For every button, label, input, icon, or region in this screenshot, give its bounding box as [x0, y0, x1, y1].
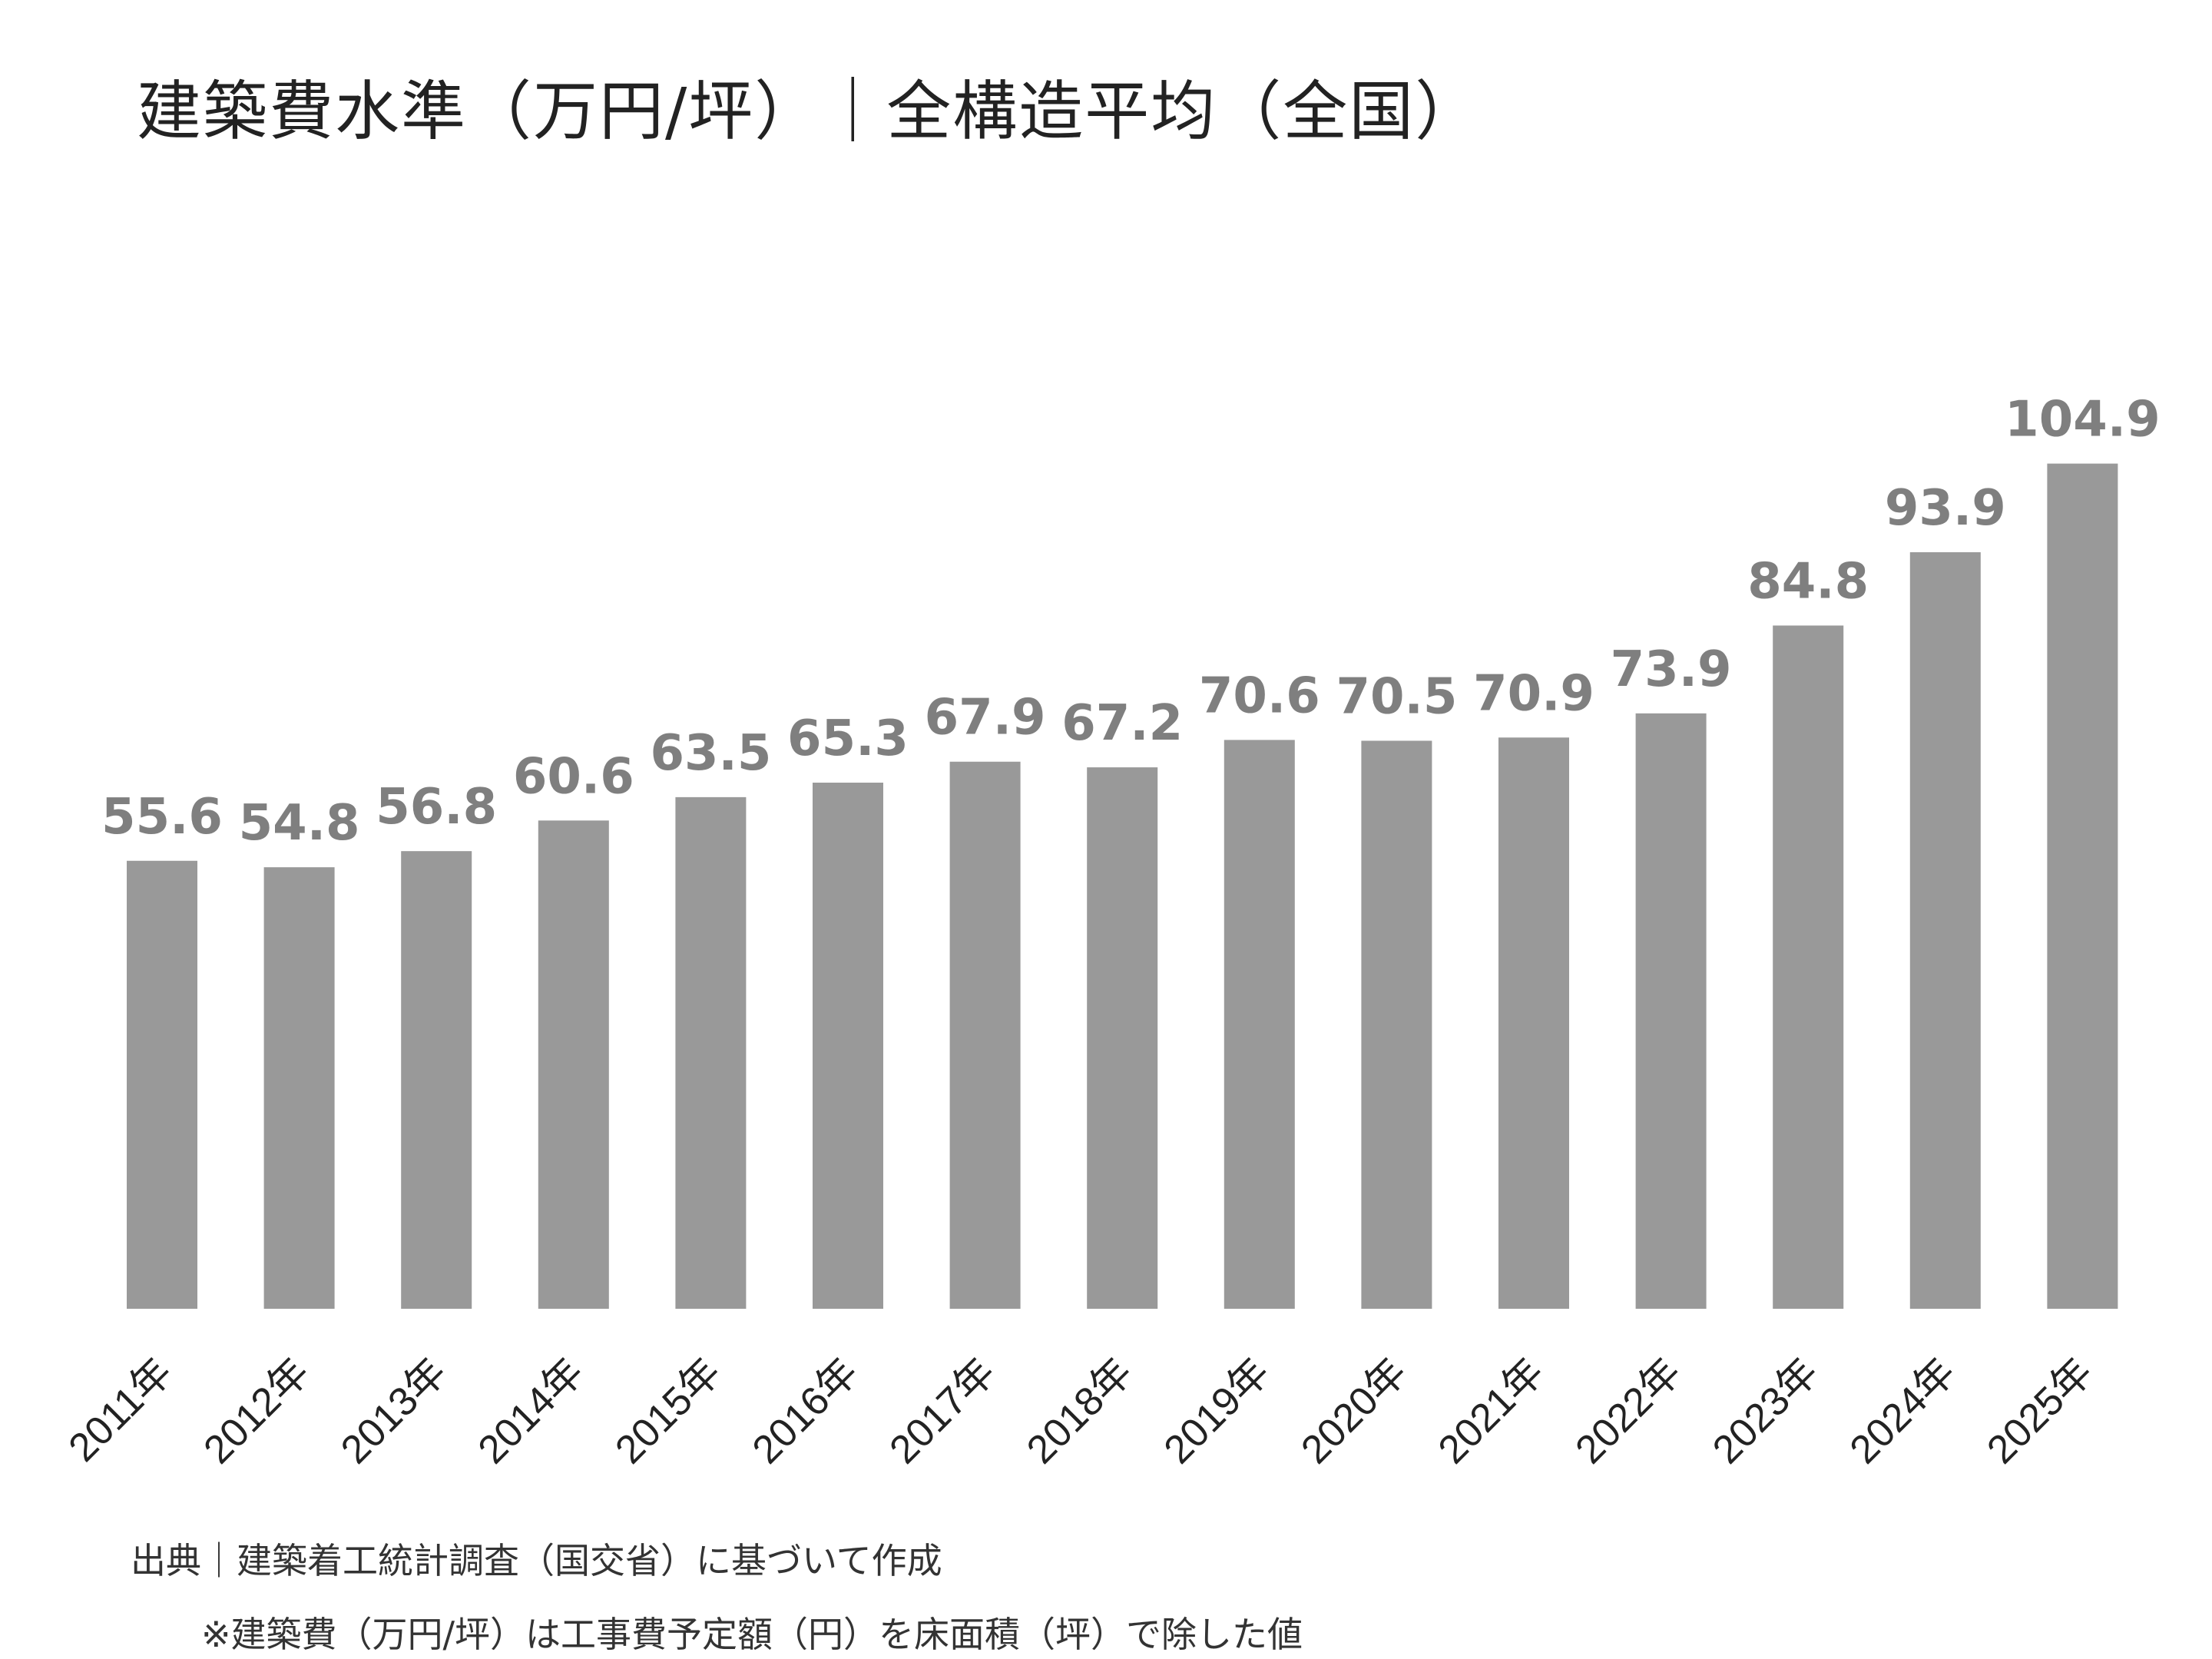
- data-label: 70.5: [1336, 668, 1457, 725]
- bar: [2047, 463, 2118, 1309]
- data-label: 67.2: [1061, 695, 1183, 752]
- data-label: 93.9: [1885, 480, 2006, 537]
- x-tick-label: 2011年: [61, 1349, 181, 1470]
- x-tick-label: 2022年: [1568, 1349, 1690, 1472]
- bar: [1087, 767, 1158, 1309]
- bar: [675, 796, 747, 1309]
- bar: [1361, 740, 1432, 1309]
- data-label: 84.8: [1747, 553, 1869, 610]
- data-label: 70.6: [1199, 667, 1320, 724]
- bar: [263, 867, 335, 1309]
- bar: [949, 761, 1021, 1309]
- data-label: 60.6: [513, 748, 634, 805]
- bar: [538, 820, 609, 1309]
- chart-title: 建築費水準（万円/坪）｜全構造平均（全国）: [137, 74, 1482, 149]
- data-label: 55.6: [101, 789, 223, 846]
- footnote: ※建築費（万円/坪）は工事費予定額（円）を床面積（坪）で除した値: [201, 1614, 1303, 1655]
- x-tick-label: 2019年: [1156, 1349, 1279, 1472]
- x-tick-label: 2021年: [1430, 1349, 1553, 1472]
- data-label: 63.5: [650, 725, 771, 782]
- bar: [1773, 625, 1844, 1309]
- data-label: 104.9: [2005, 392, 2160, 449]
- bar: [1635, 713, 1707, 1309]
- data-label: 70.9: [1473, 665, 1594, 722]
- bar: [813, 783, 883, 1309]
- x-tick-label: 2020年: [1293, 1349, 1416, 1472]
- source-note: 出典｜建築着工統計調査（国交省）に基づいて作成: [131, 1540, 942, 1581]
- bar: [1909, 551, 1981, 1309]
- x-tick-label: 2024年: [1842, 1349, 1965, 1472]
- x-tick-label: 2023年: [1704, 1349, 1827, 1472]
- bar: [127, 860, 197, 1309]
- data-label: 65.3: [787, 710, 909, 767]
- x-tick-label: 2014年: [470, 1349, 593, 1472]
- data-label: 73.9: [1611, 641, 1732, 698]
- x-tick-label: 2015年: [607, 1349, 730, 1472]
- bar: [1498, 737, 1569, 1309]
- x-tick-label: 2012年: [196, 1349, 319, 1472]
- x-tick-label: 2025年: [1979, 1349, 2101, 1472]
- x-tick-label: 2016年: [744, 1349, 867, 1472]
- x-tick-label: 2018年: [1018, 1349, 1141, 1472]
- bar: [1224, 740, 1295, 1309]
- data-label: 54.8: [239, 795, 360, 852]
- x-tick-label: 2017年: [882, 1349, 1005, 1472]
- bar: [401, 851, 472, 1309]
- x-tick-label: 2013年: [333, 1349, 455, 1472]
- data-label: 56.8: [376, 779, 497, 836]
- data-label: 67.9: [925, 690, 1046, 747]
